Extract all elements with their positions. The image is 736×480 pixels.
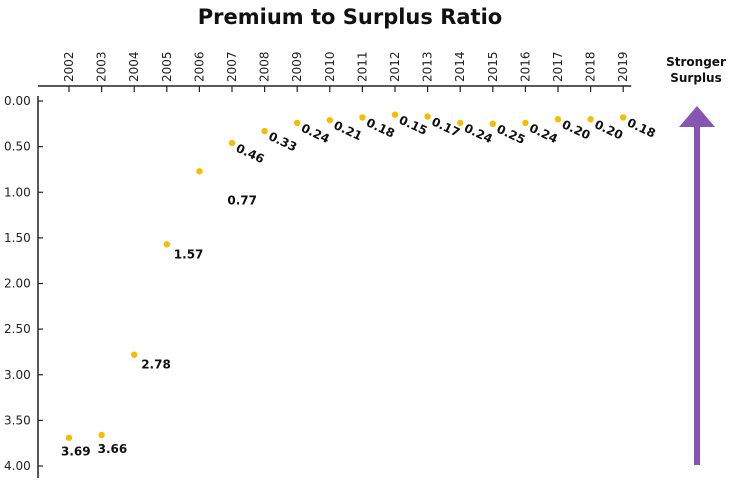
data-label: 0.33 — [266, 129, 299, 154]
x-tick-label: 2018 — [584, 51, 598, 82]
data-label: 3.69 — [61, 445, 91, 459]
data-point — [587, 116, 594, 123]
x-tick-label: 2011 — [355, 51, 369, 82]
data-label: 2.78 — [141, 358, 171, 372]
data-label: 0.46 — [234, 141, 267, 166]
data-point — [163, 241, 170, 248]
data-point — [65, 434, 73, 441]
x-tick-label: 2006 — [192, 51, 206, 82]
x-tick-label: 2005 — [160, 51, 174, 82]
data-label: 0.25 — [495, 122, 528, 147]
x-tick-label: 2004 — [127, 51, 141, 82]
x-tick-label: 2003 — [95, 51, 109, 82]
x-tick-label: 2002 — [62, 51, 76, 82]
y-tick-label: 1.00 — [4, 185, 31, 199]
data-point — [391, 111, 399, 118]
data-point — [196, 168, 203, 175]
chart-title: Premium to Surplus Ratio — [198, 5, 502, 29]
y-tick-label: 0.50 — [4, 140, 31, 154]
data-point — [261, 127, 268, 135]
arrow-up-icon — [679, 106, 715, 127]
y-tick-label: 0.00 — [4, 94, 31, 108]
data-point — [554, 116, 562, 123]
data-point — [359, 114, 366, 121]
data-point — [457, 119, 464, 127]
data-label: 0.20 — [560, 117, 593, 142]
data-label: 1.57 — [174, 247, 204, 261]
data-point — [620, 114, 627, 121]
x-tick-label: 2012 — [388, 51, 402, 82]
data-point — [228, 139, 236, 147]
data-point — [294, 119, 301, 127]
stronger-surplus-annotation: Stronger Surplus — [666, 55, 726, 465]
data-point — [424, 113, 431, 120]
data-label: 0.24 — [527, 121, 560, 146]
data-labels: 3.69 3.662.781.570.770.46 0.33 0.24 0.21 0.18… — [61, 113, 658, 459]
x-tick-label: 2009 — [290, 51, 304, 82]
y-tick-label: 4.00 — [4, 459, 31, 473]
y-tick-label: 2.50 — [4, 322, 31, 336]
data-label: 3.66 — [98, 442, 128, 456]
data-points — [65, 111, 627, 441]
x-tick-label: 2019 — [616, 51, 630, 82]
x-tick-label: 2017 — [551, 51, 565, 82]
y-tick-label: 2.00 — [4, 277, 31, 291]
x-tick-label: 2007 — [225, 51, 239, 82]
data-label: 0.77 — [227, 193, 257, 207]
data-point — [522, 119, 529, 127]
data-label: 0.18 — [625, 115, 658, 140]
x-tick-label: 2015 — [486, 51, 500, 82]
y-tick-label: 1.50 — [4, 231, 31, 245]
data-label: 0.21 — [332, 118, 365, 143]
x-tick-label: 2014 — [453, 51, 467, 82]
annotation-line1: Stronger — [666, 55, 726, 69]
x-tick-label: 2016 — [518, 51, 532, 82]
data-label: 0.18 — [364, 115, 397, 140]
data-point — [326, 116, 333, 124]
data-point — [98, 431, 105, 439]
y-tick-label: 3.50 — [4, 413, 31, 427]
data-label: 0.24 — [299, 121, 332, 146]
y-axis: 0.00 0.50 1.00 1.50 2.00 2.50 3.00 3.50 4.00 — [4, 94, 43, 478]
data-label: 0.17 — [429, 115, 462, 140]
data-point — [131, 351, 138, 358]
data-label: 0.20 — [592, 117, 625, 142]
data-point — [489, 120, 496, 128]
y-tick-label: 3.00 — [4, 368, 31, 382]
annotation-line2: Surplus — [670, 71, 722, 85]
x-tick-label: 2013 — [421, 51, 435, 82]
x-tick-label: 2010 — [323, 51, 337, 82]
x-tick-label: 2008 — [258, 51, 272, 82]
x-axis: 2002 2003 2004 2005 2006 2007 2008 2009 2010 2011… — [38, 51, 632, 92]
